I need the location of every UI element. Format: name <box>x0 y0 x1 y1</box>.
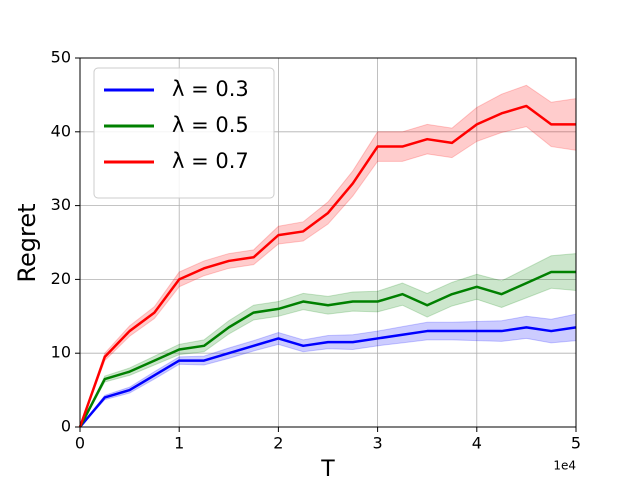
legend-box <box>93 67 275 199</box>
y-tick-label: 50 <box>51 48 71 67</box>
line <box>78 270 576 428</box>
y-tick-label: 10 <box>51 343 71 362</box>
y-tick-label: 30 <box>51 195 71 214</box>
x-tick-label: 1 <box>174 434 184 453</box>
x-tick-label: 3 <box>373 434 383 453</box>
y-tick-label: 20 <box>51 269 71 288</box>
legend-label: λ = 0.5 <box>172 113 249 137</box>
x-tick-label: 4 <box>472 434 482 453</box>
line <box>79 326 577 428</box>
y-axis-label: Regret <box>13 203 41 282</box>
plot-frame <box>79 57 577 428</box>
x-tick-label: 5 <box>571 434 581 453</box>
y-tick-label: 40 <box>51 121 71 140</box>
x-tick-label: 0 <box>75 434 85 453</box>
legend-label: λ = 0.7 <box>172 149 249 173</box>
y-tick-label: 0 <box>61 417 71 436</box>
x-axis-label: T <box>320 457 335 480</box>
legend-label: λ = 0.3 <box>172 77 249 101</box>
line <box>78 104 576 428</box>
x-tick-label: 2 <box>273 434 283 453</box>
x-offset-label: 1e4 <box>553 459 576 473</box>
